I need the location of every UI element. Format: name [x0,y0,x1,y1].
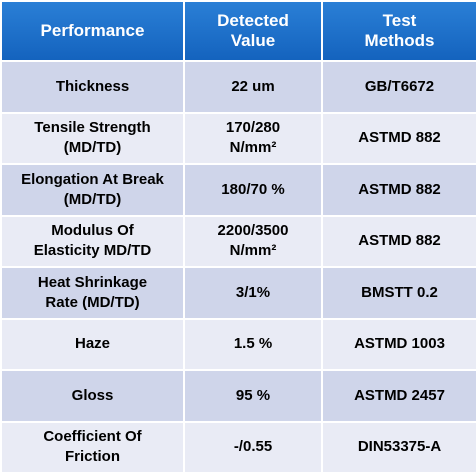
table-cell: Modulus Of Elasticity MD/TD [0,214,185,268]
cell-text: ASTMD 2457 [354,386,445,404]
table-cell: ASTMD 882 [321,214,476,268]
table-cell: Gloss [0,369,185,423]
table-cell: 3/1% [183,266,323,320]
table-cell: Coefficient Of Friction [0,420,185,474]
table-row: Coefficient Of Friction -/0.55 DIN53375-A [0,420,476,474]
table-cell: Haze [0,317,185,371]
table-row: Tensile Strength (MD/TD) 170/280 N/mm² AST… [0,111,476,165]
cell-text: 22 um [231,77,275,95]
cell-text: 170/280 N/mm² [225,119,281,157]
cell-text: ASTMD 882 [358,232,441,250]
cell-text: 180/70 % [221,180,285,198]
table-cell: Tensile Strength (MD/TD) [0,111,185,165]
cell-text: Coefficient Of Friction [43,428,142,466]
header-cell: Detected Value [183,0,323,62]
table-cell: 95 % [183,369,323,423]
cell-text: 95 % [235,386,271,404]
table-row: Haze 1.5 % ASTMD 1003 [0,317,476,371]
table-row: Thickness 22 um GB/T6672 [0,60,476,114]
cell-text: Tensile Strength (MD/TD) [34,119,151,157]
table-cell: ASTMD 882 [321,163,476,217]
cell-text: ASTMD 882 [358,129,441,147]
table-cell: 180/70 % [183,163,323,217]
table-cell: GB/T6672 [321,60,476,114]
table-cell: -/0.55 [183,420,323,474]
table-cell: 22 um [183,60,323,114]
table-cell: Elongation At Break (MD/TD) [0,163,185,217]
table-cell: DIN53375-A [321,420,476,474]
header-row: Performance Detected Value Test Methods [0,0,476,62]
table-cell: 1.5 % [183,317,323,371]
table-cell: ASTMD 882 [321,111,476,165]
cell-text: GB/T6672 [364,77,435,95]
cell-text: Heat Shrinkage Rate (MD/TD) [37,273,148,311]
cell-text: 2200/3500 N/mm² [217,222,289,260]
header-cell: Test Methods [321,0,476,62]
table-row: Elongation At Break (MD/TD) 180/70 % ASTMD… [0,163,476,217]
table-cell: ASTMD 2457 [321,369,476,423]
cell-text: ASTMD 1003 [354,335,445,353]
cell-text: ASTMD 882 [358,180,441,198]
cell-text: DIN53375-A [357,438,442,456]
table-cell: ASTMD 1003 [321,317,476,371]
cell-text: Haze [74,335,111,353]
table-cell: 170/280 N/mm² [183,111,323,165]
table-row: Heat Shrinkage Rate (MD/TD) 3/1% BMSTT 0.2 [0,266,476,320]
table-row: Modulus Of Elasticity MD/TD 2200/3500 N/m… [0,214,476,268]
table-cell: Heat Shrinkage Rate (MD/TD) [0,266,185,320]
cell-text: Thickness [55,77,130,95]
table-cell: Thickness [0,60,185,114]
cell-text: Gloss [71,386,114,404]
table-cell: 2200/3500 N/mm² [183,214,323,268]
cell-text: 3/1% [235,283,271,301]
table-row: Gloss 95 % ASTMD 2457 [0,369,476,423]
cell-text: BMSTT 0.2 [361,283,438,301]
cell-text: Elongation At Break (MD/TD) [21,170,164,208]
cell-text: 1.5 % [233,335,273,353]
cell-text: -/0.55 [233,438,273,456]
header-cell: Performance [0,0,185,62]
table-cell: BMSTT 0.2 [321,266,476,320]
cell-text: Modulus Of Elasticity MD/TD [33,222,152,260]
